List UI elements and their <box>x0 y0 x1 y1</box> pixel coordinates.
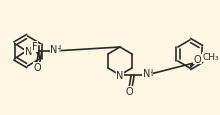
Text: O: O <box>34 62 41 72</box>
Text: H: H <box>146 69 153 78</box>
Text: CH₃: CH₃ <box>202 53 219 62</box>
Text: H: H <box>54 45 60 54</box>
Text: N: N <box>25 47 32 56</box>
Text: O: O <box>194 55 202 64</box>
Text: O: O <box>126 86 134 96</box>
Text: F: F <box>32 42 37 52</box>
Text: N: N <box>116 70 124 80</box>
Text: N: N <box>143 68 150 78</box>
Text: N: N <box>50 45 58 55</box>
